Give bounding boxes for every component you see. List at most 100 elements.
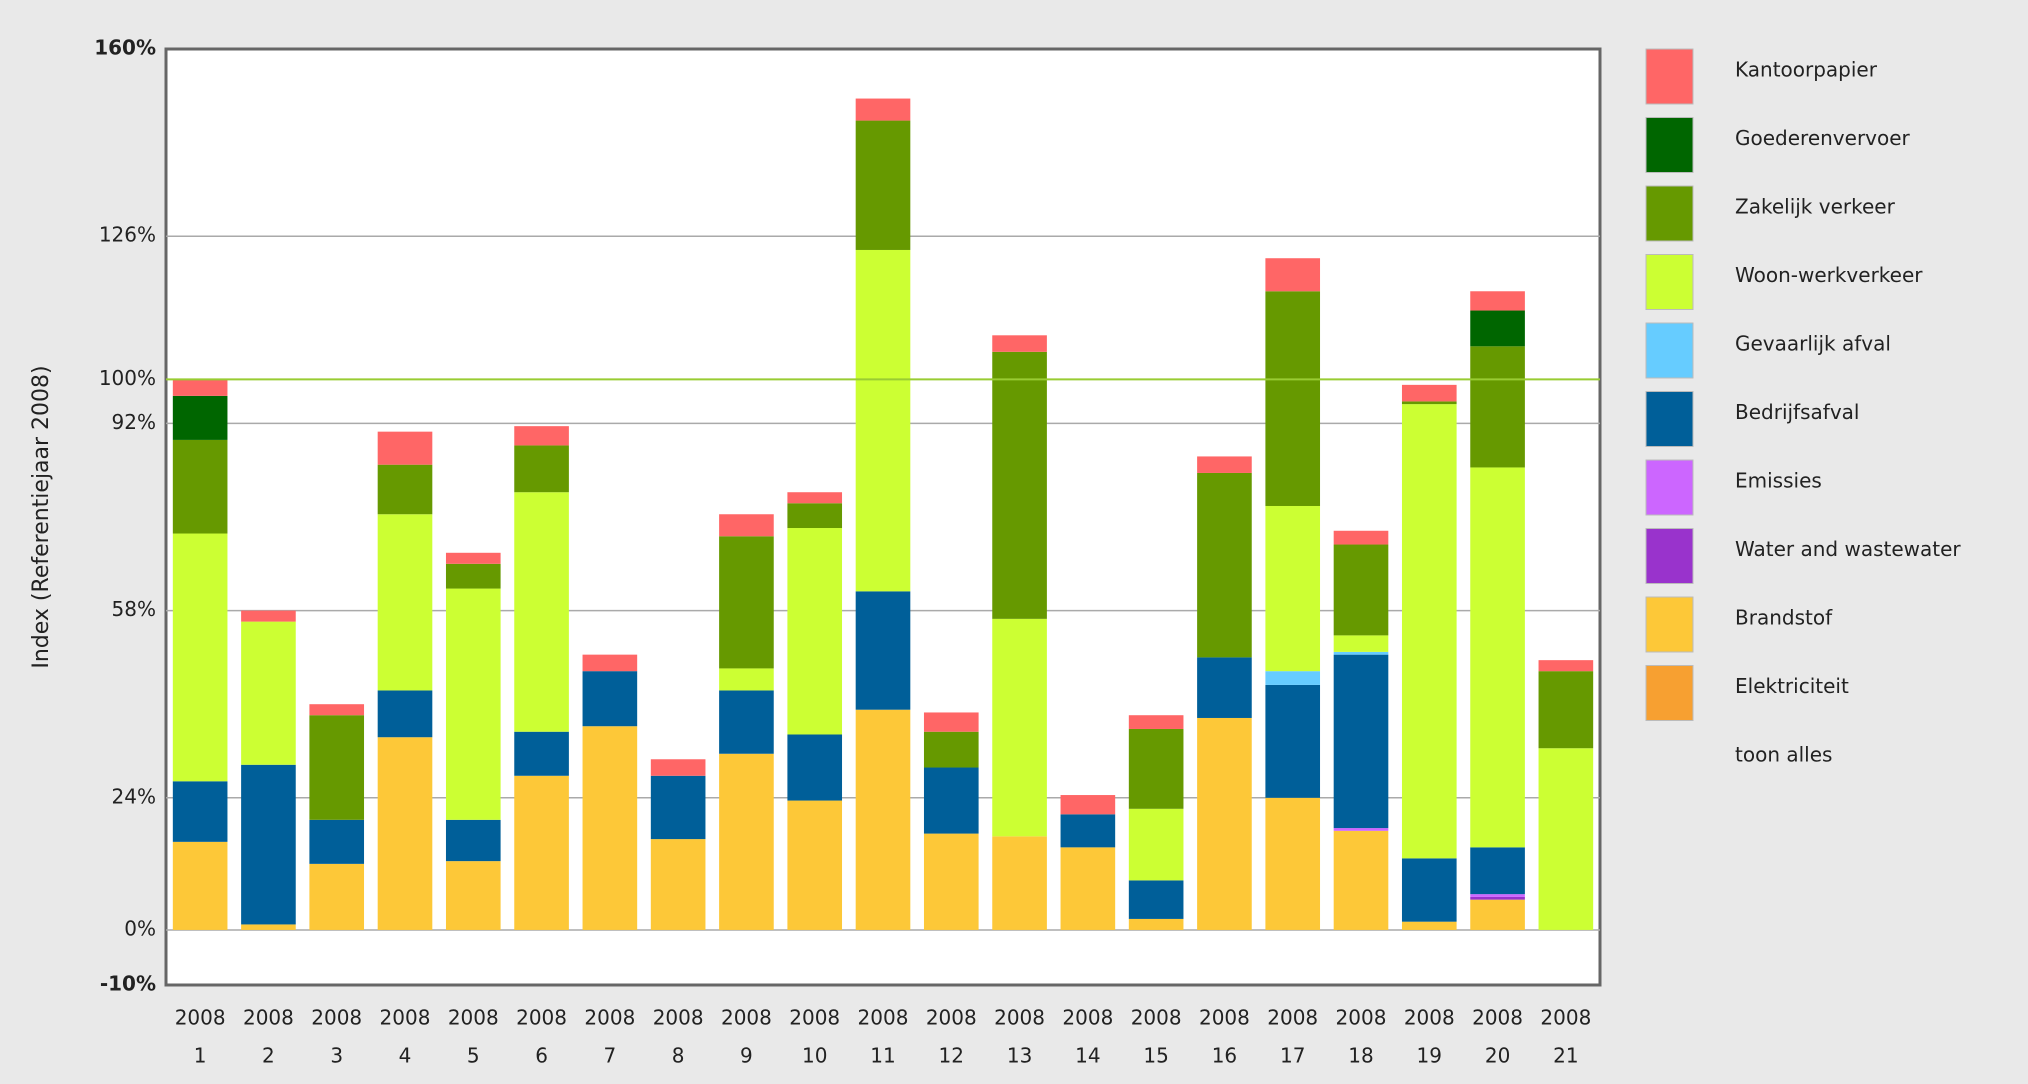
bar-segment [787, 800, 843, 930]
bar-segment [309, 715, 365, 820]
bar-segment [241, 610, 296, 622]
x-tick-label: 13 [1007, 1044, 1032, 1068]
bar-segment [1265, 684, 1321, 798]
bar-segment [1470, 899, 1525, 930]
y-tick-label: 0% [124, 916, 156, 940]
x-tick-label: 19 [1417, 1044, 1442, 1068]
bar-segment [377, 690, 433, 738]
legend-show-all[interactable]: toon alles [1735, 743, 1832, 767]
bar-segment [1401, 401, 1457, 405]
bar-segment [514, 731, 569, 776]
bar-segment [1470, 847, 1525, 895]
bar-segment [719, 668, 774, 691]
x-tick-label: 2 [262, 1044, 275, 1068]
legend-swatch [1645, 391, 1694, 447]
bar-segment [1401, 384, 1457, 402]
bar-segment [1333, 830, 1389, 930]
x-tick-label: 2008 [1131, 1006, 1182, 1030]
bar-segment [650, 759, 706, 776]
bar-segment [923, 767, 979, 834]
bar-segment [719, 536, 774, 669]
bar-segment [1333, 828, 1389, 831]
bar-segment [1538, 660, 1594, 672]
x-tick-label: 2008 [1540, 1006, 1591, 1030]
bar-segment [172, 379, 228, 396]
legend-label: Zakelijk verkeer [1735, 195, 1896, 219]
bar-segment [241, 924, 296, 930]
x-tick-label: 7 [603, 1044, 616, 1068]
bar-segment [1197, 456, 1252, 473]
bar-segment [377, 514, 433, 691]
bar-segment [992, 618, 1047, 837]
x-tick-label: 2008 [1062, 1006, 1113, 1030]
bar-segment [1333, 544, 1389, 636]
bar-segment [514, 492, 569, 732]
bar-segment [1265, 258, 1321, 292]
bar-segment [1197, 657, 1252, 718]
bar-segment [787, 528, 843, 735]
bar-segment [1401, 921, 1457, 930]
legend-label: Brandstof [1735, 606, 1833, 630]
x-tick-label: 2008 [1404, 1006, 1455, 1030]
bar-segment [1470, 346, 1525, 468]
x-tick-label: 21 [1553, 1044, 1578, 1068]
bar-segment [1333, 651, 1389, 655]
bar-segment [1470, 896, 1525, 900]
x-tick-label: 2008 [1336, 1006, 1387, 1030]
legend-swatch [1645, 254, 1694, 310]
bar-segment [1128, 918, 1184, 930]
x-tick-label: 6 [535, 1044, 548, 1068]
legend-label: Kantoorpapier [1735, 58, 1878, 82]
legend-label: Bedrijfsafval [1735, 400, 1859, 424]
bar-segment [1470, 291, 1525, 311]
x-tick-label: 2008 [1199, 1006, 1250, 1030]
x-tick-label: 2008 [584, 1006, 635, 1030]
bar-segment [1265, 505, 1321, 672]
bar-segment [172, 781, 228, 842]
bar-segment [1265, 291, 1321, 506]
bar-segment [445, 819, 501, 862]
reference-label: 100% [99, 366, 156, 390]
x-tick-label: 5 [467, 1044, 480, 1068]
x-tick-label: 2008 [243, 1006, 294, 1030]
legend-swatch [1645, 48, 1694, 105]
y-tick-label: 58% [112, 597, 156, 621]
x-tick-label: 2008 [653, 1006, 704, 1030]
x-tick-label: 2008 [1267, 1006, 1318, 1030]
bar-segment [1333, 635, 1389, 652]
bar-segment [377, 431, 433, 465]
x-tick-label: 2008 [926, 1006, 977, 1030]
y-tick-label: -10% [100, 972, 156, 996]
bar-segment [1538, 671, 1594, 749]
bar-segment [719, 690, 774, 754]
bar-segment [377, 737, 433, 930]
x-tick-label: 11 [870, 1044, 895, 1068]
x-tick-label: 12 [939, 1044, 964, 1068]
bar-segment [445, 552, 501, 564]
bar-segment [787, 503, 843, 529]
bar-segment [1470, 467, 1525, 848]
x-tick-label: 20 [1485, 1044, 1510, 1068]
y-tick-label: 126% [99, 223, 156, 247]
bar-segment [309, 819, 365, 864]
bar-segment [650, 839, 706, 930]
x-tick-label: 2008 [516, 1006, 567, 1030]
bar-segment [582, 726, 638, 930]
bar-segment [1333, 530, 1389, 545]
bar-segment [855, 709, 911, 930]
x-tick-label: 1 [194, 1044, 207, 1068]
bar-segment [855, 249, 911, 592]
bar-segment [172, 439, 228, 534]
legend-swatch [1645, 322, 1694, 379]
legend-label: Woon-werkverkeer [1735, 263, 1923, 287]
x-tick-label: 2008 [448, 1006, 499, 1030]
bar-segment [1128, 808, 1184, 881]
bar-segment [1470, 310, 1525, 347]
bar-segment [1265, 797, 1321, 930]
bar-segment [309, 863, 365, 930]
bar-segment [1197, 717, 1252, 930]
x-tick-label: 2008 [311, 1006, 362, 1030]
y-tick-label: 24% [112, 784, 156, 808]
bar-segment [855, 591, 911, 710]
legend-label: Elektriciteit [1735, 674, 1849, 698]
